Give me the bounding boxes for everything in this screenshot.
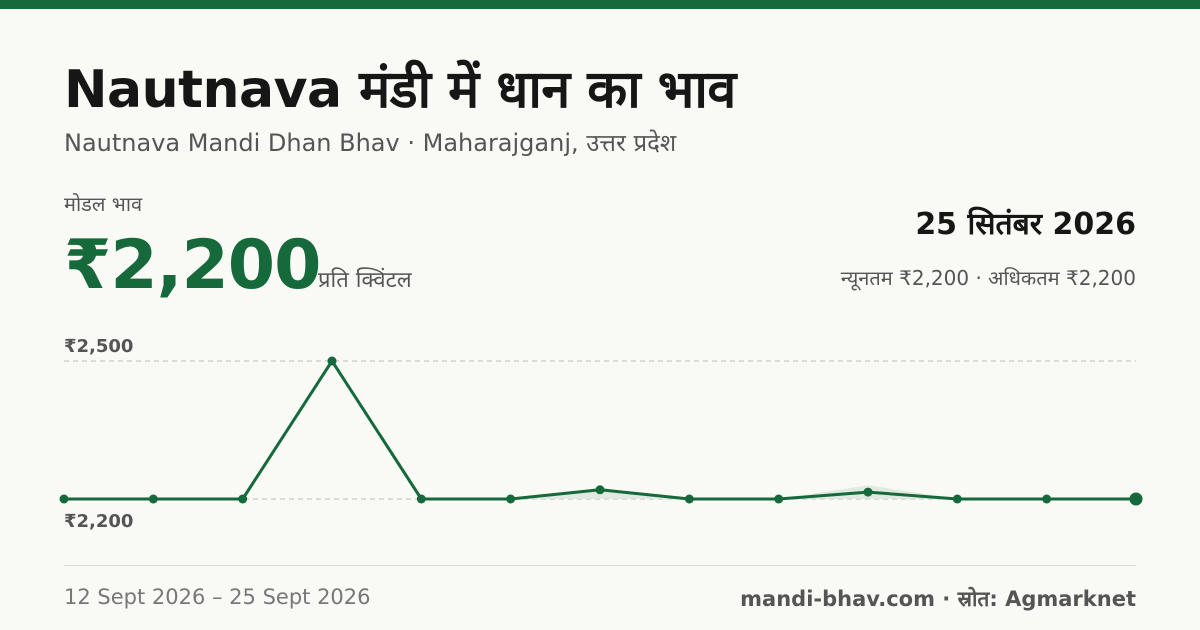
data-point [327,356,337,366]
data-point [148,494,158,504]
price-trend-chart: ₹2,500 ₹2,200 [59,336,1143,532]
page-subtitle: Nautnava Mandi Dhan Bhav · Maharajganj, … [64,129,677,157]
page-title: Nautnava मंडी में धान का भाव [64,60,736,120]
top-accent-bar [0,0,1200,9]
footer-source: mandi-bhav.com · स्रोत: Agmarknet [740,587,1136,611]
data-point [506,494,516,504]
footer-divider [64,565,1136,566]
data-point [238,494,248,504]
data-point [952,494,962,504]
latest-data-point [1129,492,1143,506]
price-unit: प्रति क्विंटल [318,268,412,293]
y-tick-label: ₹2,500 [64,336,133,357]
modal-price-label: मोडल भाव [64,192,143,216]
min-max-band [64,361,1136,499]
data-point [774,494,784,504]
data-point [595,485,605,495]
modal-price-value: ₹2,200 [64,226,321,305]
chart-gridlines [64,360,1136,500]
data-point [1042,494,1052,504]
chart-min-max-band [64,361,1136,499]
data-point [684,494,694,504]
footer-date-range: 12 Sept 2026 – 25 Sept 2026 [64,585,371,609]
data-point [416,494,426,504]
chart-series-line [64,359,1136,501]
min-max-range: न्यूनतम ₹2,200 · अधिकतम ₹2,200 [840,266,1136,290]
chart-tick-labels: ₹2,500 ₹2,200 [64,336,133,532]
chart-points [59,356,1143,506]
data-point [59,494,69,504]
y-tick-label: ₹2,200 [64,511,133,532]
price-date: 25 सितंबर 2026 [915,207,1136,242]
data-point [863,487,873,497]
series-line [64,359,1136,501]
